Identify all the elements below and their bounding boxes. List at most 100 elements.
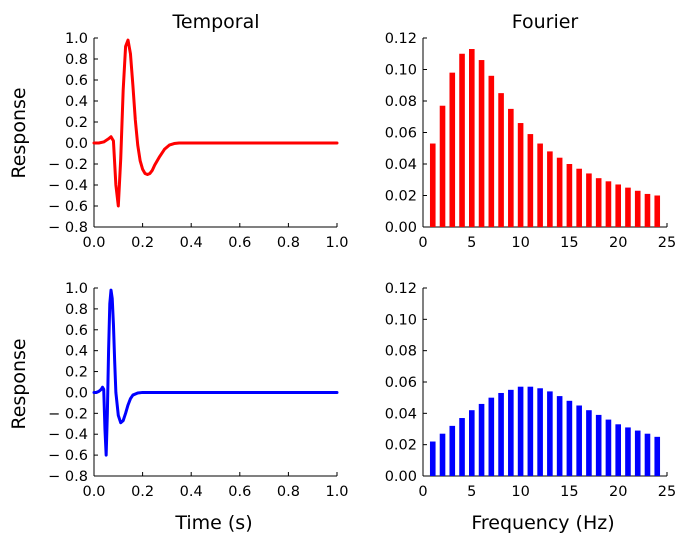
temporal-red-xtick-label: 0.6: [228, 235, 251, 251]
temporal-blue-ytick-label: − 0.6: [48, 448, 88, 464]
fourier-blue-ytick-label: 0.04: [385, 406, 417, 422]
fourier-blue-bar: [595, 414, 602, 476]
temporal-blue-ytick-label: − 0.4: [48, 427, 88, 443]
fourier-blue-bar: [566, 400, 573, 476]
fourier-blue-bar: [644, 433, 651, 476]
temporal-red-ytick-label: − 0.8: [48, 220, 88, 236]
temporal-red-panel: − 0.8 − 0.6 − 0.4 − 0.2 0.0 0.2 0.4 0.6 0.8 1.0 0.…: [48, 31, 348, 251]
fourier-red-bar: [517, 123, 524, 227]
fourier-red-ytick-label: 0.06: [385, 126, 417, 142]
fourier-red-bar: [595, 178, 602, 227]
frequency-xlabel: Frequency (Hz): [471, 512, 614, 534]
fourier-red-xtick-label: 0: [418, 235, 427, 251]
temporal-blue-xtick-label: 0.0: [82, 484, 105, 500]
temporal-blue-ytick-label: 0.8: [65, 302, 88, 318]
fourier-red-bar: [586, 173, 592, 227]
temporal-blue-xtick-label: 0.2: [131, 484, 154, 500]
temporal-red-ytick-label: 0.8: [65, 52, 88, 68]
temporal-blue-xtick-label: 0.6: [228, 484, 251, 500]
fourier-blue-bar: [478, 403, 485, 476]
temporal-red-ytick-label: 1.0: [65, 31, 88, 47]
temporal-red-xtick-label: 0.0: [82, 235, 105, 251]
fourier-red-bar: [478, 60, 485, 227]
fourier-blue-xtick-label: 15: [560, 484, 578, 500]
temporal-blue-series-line: [92, 288, 339, 457]
top-row-ylabel: Response: [8, 87, 30, 178]
fourier-red-bar: [537, 143, 543, 227]
fourier-blue-bar: [508, 389, 514, 476]
temporal-red-xtick-label: 1.0: [325, 235, 348, 251]
fourier-blue-bar: [654, 436, 661, 476]
fourier-red-xtick-label: 25: [658, 235, 676, 251]
fourier-red-bar: [566, 164, 573, 227]
panels-group: − 0.8 − 0.6 − 0.4 − 0.2 0.0 0.2 0.4 0.6 0.8 1.0 0.…: [48, 31, 676, 500]
fourier-blue-ytick-label: 0.08: [385, 344, 417, 360]
fourier-blue-ytick-label: 0.10: [385, 312, 417, 328]
temporal-red-ytick-label: − 0.4: [48, 178, 88, 194]
temporal-blue-ytick-label: − 0.2: [48, 406, 88, 422]
fourier-red-bar: [644, 193, 651, 227]
temporal-blue-xtick-label: 0.4: [180, 484, 203, 500]
fourier-red-bar: [488, 75, 495, 227]
fourier-red-xtick-label: 15: [560, 235, 578, 251]
fourier-red-bar: [634, 190, 641, 227]
fourier-blue-bar: [459, 418, 465, 476]
fourier-red-ytick-label: 0.00: [385, 220, 417, 236]
temporal-blue-panel: − 0.8 − 0.6 − 0.4 − 0.2 0.0 0.2 0.4 0.6 0.8 1.0 0.…: [48, 281, 348, 500]
temporal-column-title: Temporal: [172, 11, 260, 33]
fourier-blue-bar: [498, 392, 504, 476]
fourier-blue-xtick-label: 5: [467, 484, 476, 500]
fourier-blue-bar: [605, 419, 612, 476]
temporal-red-ytick-label: 0.2: [65, 115, 88, 131]
fourier-blue-bar: [576, 405, 582, 476]
fourier-blue-xtick-label: 10: [511, 484, 529, 500]
fourier-red-bar: [625, 187, 631, 228]
temporal-red-series-line: [92, 38, 339, 208]
fourier-red-bar: [508, 108, 514, 228]
fourier-red-bar: [459, 53, 465, 227]
fourier-blue-bar: [527, 386, 534, 476]
fourier-blue-ytick-label: 0.02: [385, 438, 417, 454]
temporal-red-xtick-label: 0.2: [131, 235, 154, 251]
fourier-red-xtick-label: 5: [467, 235, 476, 251]
temporal-red-ytick-label: 0.4: [65, 94, 88, 110]
fourier-red-bar: [605, 181, 612, 227]
temporal-blue-ytick-label: − 0.8: [48, 469, 88, 485]
temporal-blue-ytick-label: 0.0: [65, 385, 88, 401]
temporal-red-ytick-label: − 0.2: [48, 157, 88, 173]
temporal-red-xtick-label: 0.8: [277, 235, 300, 251]
temporal-blue-ytick-label: 1.0: [65, 281, 88, 297]
fourier-blue-panel: 0.00 0.02 0.04 0.06 0.08 0.10 0.12 0 5 10 15 20 25: [385, 281, 677, 500]
bottom-row-ylabel: Response: [8, 338, 30, 429]
fourier-blue-bar: [469, 410, 475, 476]
fourier-blue-ytick-label: 0.00: [385, 469, 417, 485]
fourier-red-bar: [527, 134, 534, 227]
temporal-red-xtick-label: 0.4: [180, 235, 203, 251]
fourier-red-bar: [556, 157, 563, 227]
temporal-red-ytick-label: 0.0: [65, 136, 88, 152]
fourier-blue-bar: [634, 430, 641, 476]
temporal-red-ytick-label: − 0.6: [48, 199, 88, 215]
fourier-red-bar: [469, 49, 475, 227]
temporal-blue-xtick-label: 0.8: [277, 484, 300, 500]
fourier-blue-xtick-label: 0: [418, 484, 427, 500]
fourier-blue-xtick-label: 20: [609, 484, 627, 500]
fourier-blue-xtick-label: 25: [658, 484, 676, 500]
fourier-blue-bar: [537, 388, 543, 476]
fourier-red-bar: [547, 151, 553, 227]
fourier-blue-bar: [488, 397, 495, 476]
fourier-red-xtick-label: 20: [609, 235, 627, 251]
fourier-red-bar: [429, 143, 436, 227]
fourier-red-bar: [576, 168, 582, 227]
fourier-blue-bar: [615, 424, 621, 476]
fourier-red-ytick-label: 0.12: [385, 31, 417, 47]
fourier-blue-bar: [547, 391, 553, 476]
fourier-red-bar: [498, 93, 504, 228]
fourier-blue-bar: [586, 410, 592, 476]
temporal-blue-ytick-label: 0.6: [65, 323, 88, 339]
fourier-red-bar: [654, 195, 661, 227]
fourier-blue-bar: [556, 396, 563, 476]
fourier-blue-ytick-label: 0.06: [385, 375, 417, 391]
fourier-column-title: Fourier: [512, 11, 579, 33]
